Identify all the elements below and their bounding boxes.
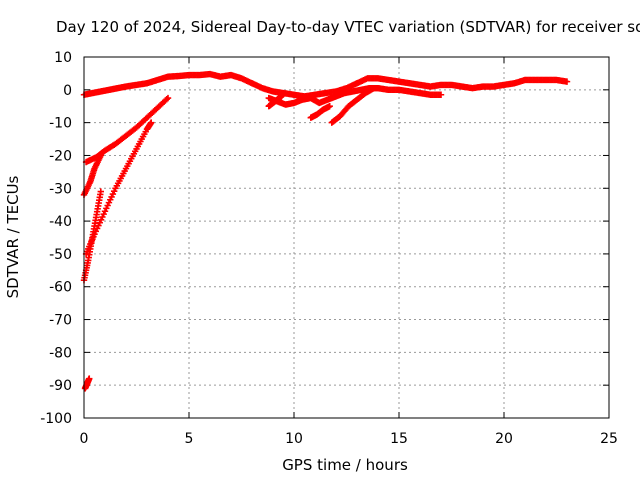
ticks-layer: 10 0 -10 -20 -30 -40 -50 -60 -70 -80 -90 -100 0 5 10 15… <box>40 50 618 447</box>
y-tick-label: 0 <box>63 83 72 99</box>
data-layer <box>80 70 571 392</box>
series-excursion-1 <box>328 84 377 126</box>
x-tick-label: 0 <box>80 431 89 447</box>
y-tick-label: -100 <box>40 411 72 427</box>
y-tick-label: -50 <box>49 247 72 263</box>
y-tick-label: -90 <box>49 378 72 394</box>
data-point <box>97 188 104 195</box>
series-main-band <box>80 70 571 100</box>
plot-frame <box>83 56 610 419</box>
x-tick-label: 10 <box>285 431 303 447</box>
y-tick-label: -40 <box>49 214 72 230</box>
series-excursion-2 <box>307 103 333 121</box>
y-tick-label: -30 <box>49 181 72 197</box>
grid-layer <box>84 57 609 418</box>
y-tick-label: 10 <box>54 50 72 66</box>
data-point <box>437 91 445 98</box>
data-point <box>86 375 93 382</box>
y-tick-label: -20 <box>49 148 72 164</box>
series-secondary-band <box>265 84 445 108</box>
data-point <box>163 96 170 103</box>
series-ramp-upper <box>82 94 172 166</box>
data-point <box>97 152 104 159</box>
data-point <box>148 119 155 126</box>
data-point <box>326 103 333 110</box>
series-outlier-cluster <box>81 375 93 392</box>
data-point <box>563 78 571 85</box>
series-ramp-lower <box>80 188 104 284</box>
y-tick-label: -70 <box>49 313 72 329</box>
y-tick-label: -10 <box>49 116 72 132</box>
y-tick-label: -80 <box>49 345 72 361</box>
data-point <box>278 93 285 100</box>
x-axis-label: GPS time / hours <box>282 456 408 474</box>
y-axis-label: SDTVAR / TECUs <box>4 175 22 298</box>
data-point <box>164 94 172 102</box>
x-tick-label: 20 <box>495 431 513 447</box>
series-ramp-short <box>80 152 104 199</box>
chart-title: Day 120 of 2024, Sidereal Day-to-day VTE… <box>56 18 640 36</box>
x-tick-label: 5 <box>185 431 194 447</box>
series-excursion-3 <box>265 93 285 110</box>
x-tick-label: 15 <box>390 431 408 447</box>
data-point <box>370 84 377 92</box>
y-tick-label: -60 <box>49 280 72 296</box>
x-tick-label: 25 <box>600 431 618 447</box>
